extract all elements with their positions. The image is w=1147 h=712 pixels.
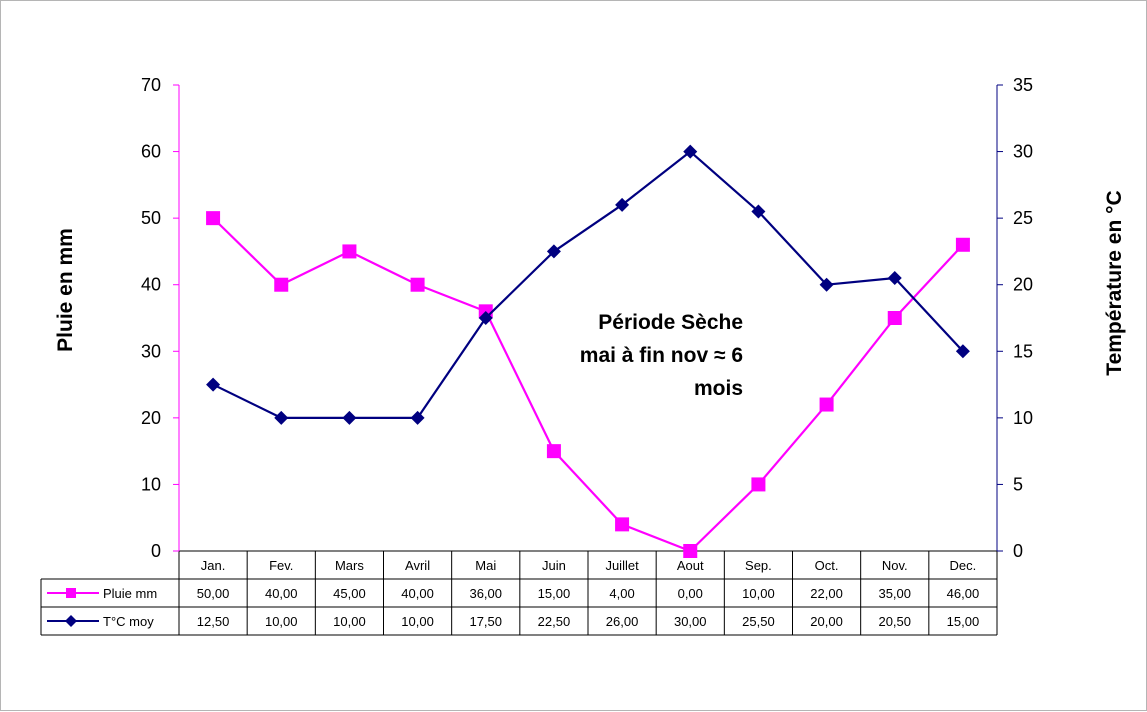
- data-point: [478, 311, 493, 325]
- legend-entry: Pluie mm: [103, 586, 157, 601]
- data-point: [342, 410, 357, 425]
- data-point: [206, 211, 221, 226]
- axes: 0 10 20 30 40 50 60 70 0 5 10 15 20 25 30 35: [141, 75, 1033, 561]
- y-axis-title-left: Pluie en mm: [54, 228, 77, 352]
- data-point: [751, 204, 766, 219]
- table-cell-value: 36,00: [469, 586, 502, 601]
- y-tick-label-right: 25: [1013, 208, 1033, 228]
- y-tick-label-right: 10: [1013, 408, 1033, 428]
- data-point: [410, 277, 425, 292]
- table-cell-value: 20,50: [878, 614, 911, 629]
- x-tick-label: Aout: [677, 558, 704, 573]
- y-tick-label-left: 40: [141, 275, 161, 295]
- table-cell-value: 12,50: [197, 614, 230, 629]
- data-point: [274, 277, 289, 292]
- data-point: [342, 244, 357, 259]
- y-tick-label-left: 10: [141, 474, 161, 494]
- x-tick-label: Mars: [335, 558, 364, 573]
- legend-key-marker: [65, 615, 77, 627]
- legend-entry: T°C moy: [103, 614, 154, 629]
- y-tick-label-right: 20: [1013, 275, 1033, 295]
- y-tick-label-right: 35: [1013, 75, 1033, 95]
- y-tick-label-left: 30: [141, 341, 161, 361]
- table-cell-value: 0,00: [678, 586, 703, 601]
- data-point: [683, 144, 698, 159]
- y-tick-label-right: 5: [1013, 474, 1023, 494]
- y-tick-label-left: 50: [141, 208, 161, 228]
- table-cell-value: 25,50: [742, 614, 775, 629]
- series-line: [212, 150, 964, 419]
- series: [206, 144, 970, 558]
- table-cell-value: 40,00: [401, 586, 434, 601]
- y-tick-label-left: 60: [141, 142, 161, 162]
- table-cell-value: 22,00: [810, 586, 843, 601]
- y-tick-label-left: 70: [141, 75, 161, 95]
- series-line: [212, 217, 964, 553]
- table-cell-value: 10,00: [401, 614, 434, 629]
- data-point: [955, 344, 970, 359]
- data-point: [410, 410, 425, 425]
- data-point: [683, 544, 698, 558]
- y-axis-title-right: Température en °C: [1103, 190, 1126, 375]
- x-tick-label: Juin: [542, 558, 566, 573]
- table-cell-value: 40,00: [265, 586, 298, 601]
- data-point: [955, 237, 970, 252]
- table-cell-value: 26,00: [606, 614, 639, 629]
- annotation-line-3: mois: [694, 377, 743, 400]
- y-tick-label-right: 15: [1013, 341, 1033, 361]
- table-cell-value: 45,00: [333, 586, 366, 601]
- data-point: [274, 410, 289, 425]
- x-tick-label: Mai: [475, 558, 496, 573]
- table-cell-value: 10,00: [333, 614, 366, 629]
- data-point: [819, 277, 834, 292]
- y-tick-label-left: 20: [141, 408, 161, 428]
- data-table: Jan. Fev. Mars Avril Mai Juin Juillet Aout Sep. O…: [40, 550, 998, 636]
- y-tick-label-left: 0: [151, 541, 161, 561]
- table-cell-value: 15,00: [538, 586, 571, 601]
- table-cell-value: 10,00: [265, 614, 298, 629]
- table-cell-value: 17,50: [469, 614, 502, 629]
- x-tick-label: Sep.: [745, 558, 772, 573]
- y-tick-label-right: 0: [1013, 541, 1023, 561]
- y-tick-label-right: 30: [1013, 142, 1033, 162]
- table-cell-value: 10,00: [742, 586, 775, 601]
- x-tick-label: Dec.: [950, 558, 977, 573]
- x-tick-label: Avril: [405, 558, 430, 573]
- table-cell-value: 46,00: [947, 586, 980, 601]
- table-cell-value: 15,00: [947, 614, 980, 629]
- data-point: [206, 377, 221, 392]
- x-tick-label: Nov.: [882, 558, 908, 573]
- table-cell-value: 30,00: [674, 614, 707, 629]
- data-point: [887, 271, 902, 286]
- data-point: [751, 477, 766, 492]
- data-point: [546, 444, 561, 459]
- table-cell-value: 20,00: [810, 614, 843, 629]
- table-cell-value: 4,00: [609, 586, 634, 601]
- dry-season-annotation: Période Sèche mai à fin nov ≈ 6 mois: [580, 311, 743, 400]
- data-point: [615, 517, 630, 532]
- data-point: [615, 197, 630, 212]
- table-cell-value: 22,50: [538, 614, 571, 629]
- data-point: [887, 311, 902, 325]
- x-tick-label: Jan.: [201, 558, 226, 573]
- data-point: [546, 244, 561, 259]
- annotation-line-1: Période Sèche: [598, 311, 743, 334]
- table-cell-value: 50,00: [197, 586, 230, 601]
- x-tick-label: Fev.: [269, 558, 293, 573]
- x-tick-label: Oct.: [815, 558, 839, 573]
- x-tick-label: Juillet: [605, 558, 639, 573]
- table-cell-value: 35,00: [878, 586, 911, 601]
- data-point: [819, 397, 834, 412]
- legend-key-marker: [66, 588, 76, 598]
- annotation-line-2: mai à fin nov ≈ 6: [580, 344, 743, 367]
